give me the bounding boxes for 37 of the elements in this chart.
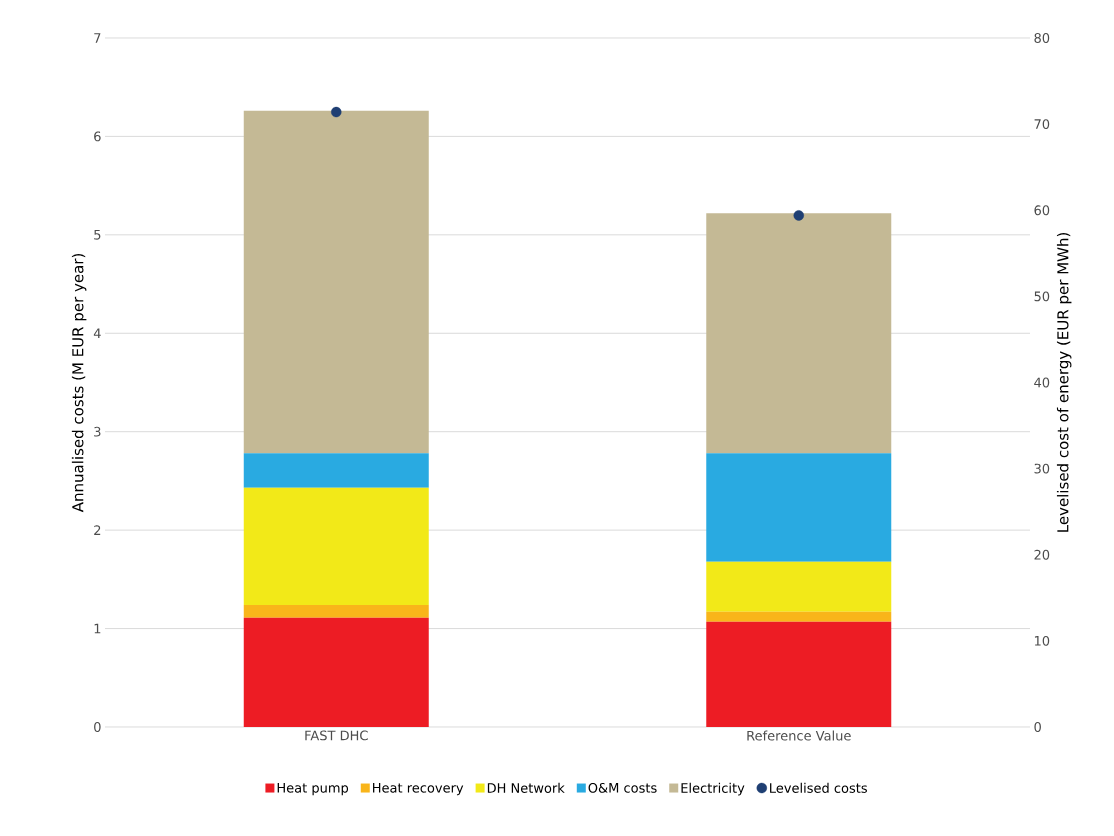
legend-label: Electricity xyxy=(681,782,745,796)
bar xyxy=(243,110,429,454)
y-tick-label: 3 xyxy=(94,426,101,437)
y-tick-label: 1 xyxy=(94,623,101,634)
y2-tick-label: 80 xyxy=(1034,33,1050,43)
y-tick-label: 4 xyxy=(93,328,101,339)
bar xyxy=(706,453,892,562)
y2-tick-label: 50 xyxy=(1034,291,1050,302)
bar xyxy=(243,487,429,605)
y-axis-title: Annualised costs (M EUR per year) xyxy=(71,253,87,513)
y2-tick-label: 30 xyxy=(1034,463,1050,474)
y2-tick-label: 10 xyxy=(1034,635,1050,646)
y2-axis-title: Levelised cost of energy (EUR per MWh) xyxy=(1056,232,1072,532)
y-tick-label: 5 xyxy=(94,230,101,240)
y2-tick-label: 70 xyxy=(1034,119,1050,130)
legend-label: DH Network xyxy=(487,782,565,793)
bar xyxy=(706,611,892,622)
legend-label: Heat pump xyxy=(277,783,349,796)
bar xyxy=(243,604,429,618)
x-tick-label: Reference Value xyxy=(747,730,851,741)
bar xyxy=(706,561,892,612)
y-tick-label: 6 xyxy=(94,131,101,142)
bar xyxy=(706,621,892,727)
y2-tick-label: 20 xyxy=(1034,549,1050,560)
y2-tick-label: 60 xyxy=(1034,205,1050,216)
legend-label: Heat recovery xyxy=(373,783,464,796)
bar xyxy=(706,213,892,454)
x-tick-label: FAST DHC xyxy=(305,730,368,741)
y2-tick-label: 0 xyxy=(1034,722,1041,732)
y-tick-label: 0 xyxy=(94,722,101,732)
bar xyxy=(243,617,429,727)
y2-tick-label: 40 xyxy=(1034,377,1050,388)
y-tick-label: 7 xyxy=(94,33,101,43)
y-tick-label: 2 xyxy=(94,525,101,535)
bar xyxy=(243,453,429,488)
legend-label: Levelised costs xyxy=(770,782,867,793)
legend-label: O&M costs xyxy=(588,782,657,793)
